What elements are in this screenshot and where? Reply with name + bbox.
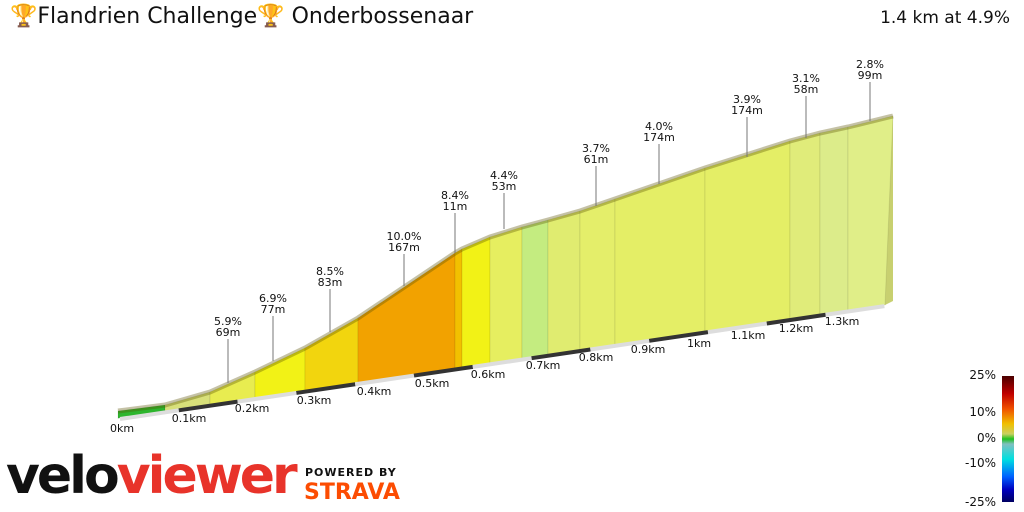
segment-grade-label: 5.9% [214,315,242,328]
distance-axis-band [178,399,238,413]
distance-axis-band [413,364,474,378]
trophy-icon: 🏆 [10,4,38,29]
powered-by-text: POWERED BY [305,466,397,479]
legend-tick: -10% [964,456,996,470]
page-title: 🏆Flandrien Challenge🏆 Onderbossenaar [10,4,473,29]
segment-length-label: 83m [318,276,343,289]
segment-grade-label: 8.5% [316,265,344,278]
segment-name-part1: Flandrien Challenge [37,4,258,29]
distance-tick-label: 1.3km [825,315,860,328]
distance-axis-band [707,321,768,335]
segment-length-label: 99m [858,69,883,82]
distance-axis-band [472,356,532,369]
segment-grade-label: 10.0% [387,230,422,243]
segment-length-label: 77m [261,303,286,316]
segment-length-label: 167m [388,241,420,254]
legend-tick: 10% [969,405,996,419]
gradient-legend-bar [1002,376,1014,502]
distance-tick-label: 0.3km [297,394,332,407]
distance-axis-band [648,330,709,343]
profile-segment [357,252,456,384]
profile-segment [304,317,359,392]
segment-grade-label: 6.9% [259,292,287,305]
profile-segment [461,236,491,369]
distance-axis-band [119,408,180,421]
segment-grade-label: 4.0% [645,120,673,133]
segment-grade-label: 3.9% [733,93,761,106]
profile-segment [579,198,616,351]
profile-top-edge [117,113,894,414]
distance-tick-label: 0.1km [172,412,207,425]
profile-segment [521,219,549,360]
distance-axis-band [531,347,591,361]
distance-tick-label: 0.4km [357,385,392,398]
profile-segment [547,210,581,356]
segment-grade-label: 3.7% [582,142,610,155]
segment-length-label: 53m [492,180,517,193]
distance-tick-label: 0.6km [471,368,506,381]
segment-name-part2: Onderbossenaar [284,4,474,29]
segment-length-label: 58m [794,83,819,96]
distance-tick-label: 0.2km [235,402,270,415]
segment-summary: 1.4 km at 4.9% [880,8,1010,28]
segment-length-label: 11m [443,200,468,213]
segment-length-label: 174m [731,104,763,117]
distance-axis-band [590,338,650,352]
distance-tick-label: 1.2km [779,322,814,335]
trophy-icon: 🏆 [257,4,285,29]
distance-tick-label: 0.7km [526,359,561,372]
distance-axis-band [766,312,826,326]
profile-segment [847,115,894,312]
distance-axis-band [825,304,885,317]
segment-length-label: 61m [584,153,609,166]
distance-tick-label: 1km [687,337,711,350]
legend-tick: -25% [964,495,996,509]
segment-grade-label: 4.4% [490,169,518,182]
segment-grade-label: 8.4% [441,189,469,202]
legend-tick: 25% [969,368,996,382]
distance-tick-label: 0.9km [631,343,666,356]
profile-segment [789,132,821,320]
profile-segment [489,226,523,364]
segment-length-label: 69m [216,326,241,339]
profile-segment [704,140,791,333]
segment-grade-label: 2.8% [856,58,884,71]
distance-tick-label: 0.5km [415,377,450,390]
distance-axis-band [296,382,356,395]
strava-logo: STRAVA [304,480,400,505]
distance-tick-label: 1.1km [731,329,766,342]
legend-tick: 0% [976,431,996,445]
distance-tick-label: 0km [110,422,134,435]
segment-length-label: 174m [643,131,675,144]
profile-segment [819,126,849,316]
veloviewer-logo: veloviewer [6,446,298,506]
distance-tick-label: 0.8km [579,351,614,364]
segment-grade-label: 3.1% [792,72,820,85]
profile-segment [254,347,306,399]
profile-segment [454,248,463,370]
distance-axis-band [354,373,415,387]
distance-axis-band [237,390,297,404]
